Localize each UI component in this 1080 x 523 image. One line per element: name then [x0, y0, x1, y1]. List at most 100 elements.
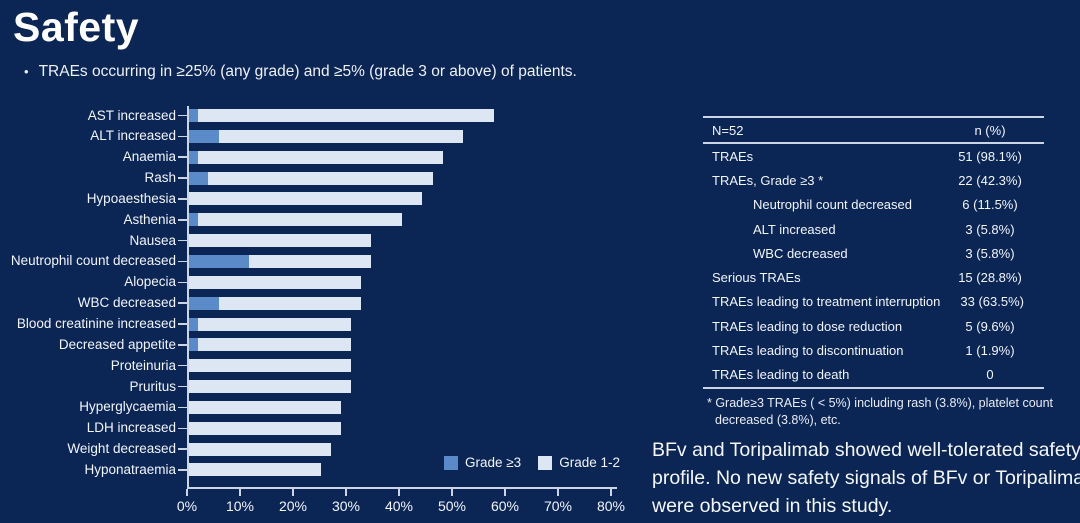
bar-grade3-segment: [188, 317, 199, 331]
category-tick: [178, 281, 187, 284]
category-tick: [178, 135, 187, 138]
table-row-label: TRAEs leading to dose reduction: [712, 318, 903, 334]
table-row-label: TRAEs leading to treatment interruption: [712, 294, 941, 310]
category-tick: [178, 219, 187, 221]
safety-table: N=52 n (%) TRAEs 51 (98.1%) TRAEs, Grade ≥…: [703, 116, 1053, 429]
table-row: Neutrophil count decreased 6 (11.5%): [703, 193, 1044, 217]
category-tick: [178, 198, 187, 200]
table-header-row: N=52 n (%): [703, 116, 1044, 144]
table-row: TRAEs leading to dose reduction 5 (9.6%): [703, 314, 1044, 338]
bar-grade12-segment: [198, 213, 403, 227]
x-axis-tick: [557, 489, 559, 496]
category-label: ALT increased: [90, 128, 176, 144]
category-tick: [178, 469, 187, 471]
category-tick: [178, 260, 187, 263]
table-row-value: 0: [986, 367, 994, 383]
table-row-value: 15 (28.8%): [958, 270, 1022, 286]
bar-grade12-segment: [188, 380, 352, 394]
bullet-text: TRAEs occurring in ≥25% (any grade) and …: [38, 63, 577, 80]
bar-grade3-segment: [188, 254, 249, 268]
table-row: TRAEs leading to discontinuation 1 (1.9%): [703, 338, 1044, 362]
x-axis-tick: [504, 489, 506, 496]
x-axis-tick: [398, 489, 400, 496]
bar-grade12-segment: [208, 171, 433, 185]
table-body: TRAEs 51 (98.1%) TRAEs, Grade ≥3 * 22 (42.3…: [703, 144, 1044, 389]
category-tick: [178, 302, 187, 304]
category-tick: [178, 344, 187, 346]
table-row-value: 51 (98.1%): [958, 148, 1022, 164]
bar-grade3-segment: [188, 129, 219, 143]
category-label: Pruritus: [129, 378, 176, 394]
table-row: TRAEs 51 (98.1%): [703, 144, 1044, 168]
y-axis: [187, 106, 189, 487]
table-row-label: TRAEs: [712, 148, 754, 164]
bullet-marker: •: [24, 64, 29, 79]
category-tick: [178, 427, 187, 429]
table-row-value: 22 (42.3%): [958, 172, 1022, 188]
x-axis-tick-label: 60%: [490, 498, 520, 514]
table-row-value: 5 (9.6%): [965, 318, 1015, 334]
category-label: WBC decreased: [77, 295, 176, 311]
category-tick: [178, 364, 187, 367]
page-title: Safety: [13, 4, 140, 50]
category-label: AST increased: [87, 107, 176, 123]
table-row-value: 3 (5.8%): [965, 221, 1015, 237]
table-header-n: N=52: [712, 122, 744, 138]
category-tick: [178, 156, 187, 158]
table-row-label: ALT increased: [753, 221, 836, 237]
category-label: Asthenia: [123, 211, 176, 227]
bar-grade12-segment: [188, 359, 352, 373]
x-axis-tick-label: 20%: [278, 498, 308, 514]
bar-grade3-segment: [188, 213, 199, 227]
category-label: Weight decreased: [67, 441, 176, 457]
table-row-value: 33 (63.5%): [960, 294, 1024, 310]
bar-grade3-segment: [188, 109, 199, 122]
category-tick: [178, 177, 187, 179]
category-label: Hyperglycaemia: [79, 399, 176, 415]
category-label: Nausea: [129, 232, 176, 248]
x-axis-tick-label: 80%: [596, 498, 626, 514]
table-row-value: 3 (5.8%): [965, 245, 1015, 261]
bar-grade12-segment: [198, 150, 443, 164]
bullet-item: • TRAEs occurring in ≥25% (any grade) an…: [24, 62, 577, 82]
category-label: Hypoaesthesia: [86, 190, 176, 206]
category-tick: [178, 406, 187, 409]
bar-grade3-segment: [188, 150, 199, 164]
bar-grade12-segment: [218, 129, 464, 143]
category-tick: [178, 385, 187, 388]
category-label: Alopecia: [124, 274, 176, 290]
table-row-value: 1 (1.9%): [965, 343, 1015, 359]
bar-grade12-segment: [188, 275, 362, 289]
legend-item-grade3: Grade ≥3: [444, 455, 521, 470]
table-row-label: WBC decreased: [753, 245, 848, 261]
bar-grade12-segment: [198, 317, 352, 331]
bar-grade12-segment: [218, 296, 362, 310]
bar-grade12-segment: [198, 338, 352, 352]
category-label: Blood creatinine increased: [16, 316, 176, 331]
x-axis-tick-label: 50%: [437, 498, 467, 514]
bar-grade12-segment: [188, 421, 341, 435]
table-row-label: TRAEs leading to death: [712, 367, 850, 383]
table-row: TRAEs leading to death 0: [703, 363, 1044, 387]
category-tick: [178, 114, 187, 117]
category-tick: [178, 239, 187, 242]
x-axis-tick-label: 0%: [176, 498, 198, 514]
x-axis-tick-label: 70%: [543, 498, 573, 514]
category-label: Rash: [144, 170, 176, 186]
table-row-label: Neutrophil count decreased: [753, 197, 912, 213]
bar-grade12-segment: [198, 109, 494, 122]
category-label: LDH increased: [86, 420, 176, 436]
legend-label-grade12: Grade 1-2: [559, 455, 620, 470]
category-tick: [178, 323, 187, 325]
table-row: WBC decreased 3 (5.8%): [703, 241, 1044, 265]
x-axis-tick: [610, 489, 612, 496]
chart-legend: Grade ≥3 Grade 1-2: [436, 455, 620, 470]
legend-swatch-grade12-icon: [538, 455, 553, 470]
table-row: Serious TRAEs 15 (28.8%): [703, 265, 1044, 289]
table-row-label: TRAEs leading to discontinuation: [712, 343, 904, 359]
legend-swatch-grade3-icon: [444, 455, 458, 470]
category-tick: [178, 448, 187, 450]
bar-grade12-segment: [188, 463, 321, 477]
x-axis-tick: [186, 489, 188, 496]
